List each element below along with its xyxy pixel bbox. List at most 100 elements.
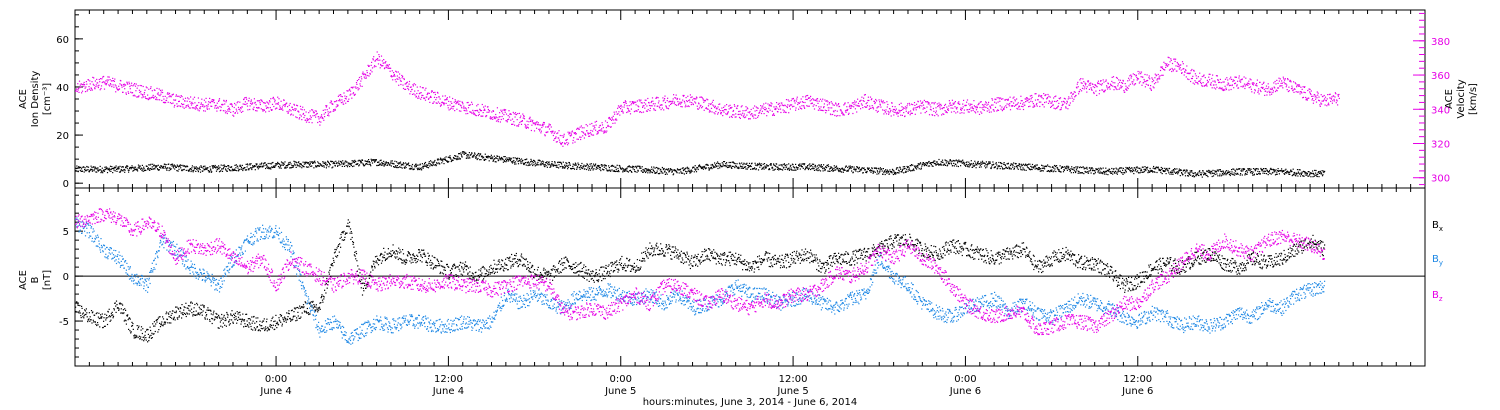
data-point <box>1090 168 1092 170</box>
data-point <box>338 100 340 102</box>
data-point <box>986 166 988 168</box>
data-point <box>376 58 378 61</box>
data-point <box>84 167 86 169</box>
data-point <box>794 169 796 171</box>
data-point <box>636 165 638 167</box>
data-point <box>380 64 382 66</box>
data-point <box>673 94 675 96</box>
data-point <box>878 106 880 108</box>
data-point <box>898 109 900 111</box>
data-point <box>524 126 526 128</box>
data-point <box>467 101 469 104</box>
data-point <box>1140 169 1143 171</box>
data-point <box>190 168 192 170</box>
data-point <box>701 107 703 109</box>
data-point <box>614 122 616 124</box>
data-point <box>367 160 369 162</box>
data-point <box>576 138 578 140</box>
data-point <box>1305 174 1307 176</box>
data-point <box>581 131 583 133</box>
data-point <box>378 161 380 163</box>
data-point <box>441 159 443 161</box>
data-point <box>197 97 199 99</box>
data-point <box>504 111 506 113</box>
data-point <box>300 115 302 117</box>
data-point <box>933 162 935 164</box>
data-point <box>931 102 933 104</box>
data-point <box>179 164 181 166</box>
data-point <box>243 103 246 105</box>
data-point <box>1310 176 1312 178</box>
data-point <box>1180 169 1182 171</box>
data-point <box>1271 169 1273 171</box>
data-point <box>1210 173 1212 175</box>
data-point <box>883 109 885 111</box>
data-point <box>264 162 266 164</box>
data-point <box>527 126 529 128</box>
data-point <box>328 107 330 109</box>
data-point <box>748 165 750 167</box>
data-point <box>791 98 793 100</box>
data-point <box>758 162 760 164</box>
data-point <box>821 166 823 168</box>
data-point <box>598 166 601 168</box>
data-point <box>315 165 317 167</box>
data-point <box>505 120 507 122</box>
data-point <box>833 167 835 170</box>
data-point <box>1050 170 1053 172</box>
data-point <box>260 99 262 101</box>
data-point <box>641 170 643 172</box>
data-point <box>557 161 559 163</box>
data-point <box>721 166 723 168</box>
data-point <box>994 166 997 168</box>
data-point <box>1156 166 1158 168</box>
data-point <box>269 167 271 169</box>
data-point <box>695 98 697 100</box>
data-point <box>162 165 165 167</box>
data-point <box>290 114 292 116</box>
data-point <box>671 102 673 104</box>
data-point <box>1174 168 1176 170</box>
data-point <box>545 126 547 128</box>
data-point <box>1006 167 1008 169</box>
data-point <box>767 165 769 167</box>
data-point <box>664 101 666 104</box>
data-point <box>549 124 551 126</box>
data-point <box>911 169 913 172</box>
data-point <box>215 167 217 169</box>
data-point <box>666 100 668 102</box>
data-point <box>806 166 808 168</box>
data-point <box>712 104 714 106</box>
data-point <box>1247 168 1249 170</box>
data-point <box>919 107 921 109</box>
data-point <box>661 166 663 169</box>
data-point <box>494 158 496 160</box>
data-point <box>279 163 281 166</box>
data-point <box>1131 167 1133 169</box>
data-point <box>345 160 347 162</box>
data-point <box>128 83 131 85</box>
data-point <box>922 164 924 166</box>
data-point <box>364 73 366 75</box>
data-point <box>881 168 883 170</box>
data-point <box>734 105 736 107</box>
data-point <box>523 163 525 166</box>
data-point <box>865 103 867 105</box>
data-point <box>271 166 273 168</box>
data-point <box>1232 174 1234 176</box>
data-point <box>320 115 322 117</box>
data-point <box>321 116 324 118</box>
data-point <box>931 165 933 167</box>
data-point <box>1168 167 1171 170</box>
data-point <box>990 167 992 170</box>
data-point <box>1143 170 1146 172</box>
data-point <box>997 167 999 169</box>
data-point <box>939 108 941 110</box>
data-point <box>1314 169 1316 171</box>
data-point <box>1043 167 1045 169</box>
data-point <box>411 93 414 95</box>
data-point <box>1173 171 1175 173</box>
data-point <box>631 101 633 103</box>
data-point <box>1244 174 1246 176</box>
data-point <box>266 166 268 168</box>
